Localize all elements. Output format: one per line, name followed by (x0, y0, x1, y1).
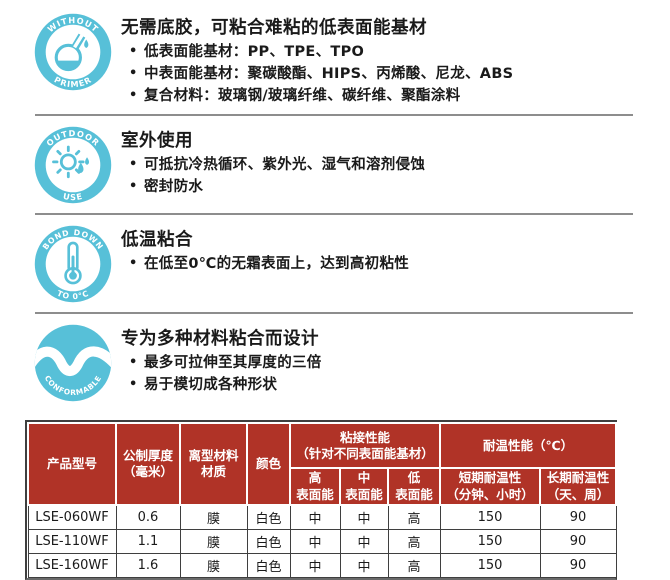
bullet-item: 在低至0℃的无霜表面上，达到高初粘性 (128, 254, 409, 276)
bullet-item: 最多可拉伸至其厚度的三倍 (128, 353, 322, 375)
feature-low-temp-bond: BOND DOWN TO 0°C 低温粘合 在低至0℃的无霜表面上，达到高初粘性 (34, 225, 634, 305)
bullet-item: 可抵抗冷热循环、紫外光、湿气和溶剂侵蚀 (128, 155, 425, 177)
wave-icon: CONFORMABLE (34, 325, 112, 402)
feature-bullet-list: 可抵抗冷热循环、紫外光、湿气和溶剂侵蚀 密封防水 (121, 155, 425, 199)
feature-text-block: 低温粘合 在低至0℃的无霜表面上，达到高初粘性 (121, 225, 409, 276)
outdoor-use-badge: OUTDOOR USE (34, 126, 112, 204)
badge-bottom-label: USE (62, 191, 83, 202)
cell-product-model: LSE-160WF (27, 552, 117, 578)
col-header-product: 产品型号 (27, 422, 117, 506)
cell-low-se: 高 (387, 504, 441, 530)
cell-color: 白色 (246, 528, 291, 554)
cell-low-se: 高 (387, 528, 441, 554)
cell-thickness: 1.1 (115, 528, 181, 554)
cell-short-temp: 150 (439, 552, 541, 578)
spec-table-container: 产品型号 公制厚度 （毫米） 离型材料 材质 颜色 粘接性能 （针对不同表面能基材） … (25, 420, 618, 580)
feature-text-block: 无需底胶，可粘合难粘的低表面能基材 低表面能基材：PP、TPE、TPO 中表面能… (121, 13, 513, 107)
cell-long-temp: 90 (539, 528, 617, 554)
feature-outdoor-use: OUTDOOR USE (34, 126, 634, 206)
feature-conformable: CONFORMABLE 专为多种材料粘合而设计 最多可拉伸至其厚度的三倍 易于模… (34, 324, 634, 404)
cell-mid-se: 中 (339, 552, 389, 578)
feature-heading: 室外使用 (121, 131, 193, 152)
feature-bullet-list: 最多可拉伸至其厚度的三倍 易于模切成各种形状 (121, 353, 322, 397)
feature-text-block: 专为多种材料粘合而设计 最多可拉伸至其厚度的三倍 易于模切成各种形状 (121, 324, 322, 397)
col-group-adhesion: 粘接性能 （针对不同表面能基材） (288, 422, 442, 470)
col-header-liner: 离型材料 材质 (179, 422, 248, 506)
cell-color: 白色 (246, 552, 291, 578)
cell-high-se: 中 (289, 528, 341, 554)
cell-color: 白色 (246, 504, 291, 530)
feature-text-block: 室外使用 可抵抗冷热循环、紫外光、湿气和溶剂侵蚀 密封防水 (121, 126, 425, 199)
section-divider (35, 213, 633, 216)
cell-liner: 膜 (179, 552, 248, 578)
col-header-short-term-temp: 短期耐温性 （分钟、小时） (439, 467, 542, 506)
cell-product-model: LSE-060WF (27, 504, 117, 530)
cell-thickness: 1.6 (115, 552, 181, 578)
bullet-item: 易于模切成各种形状 (128, 375, 322, 397)
feature-bullet-list: 在低至0℃的无霜表面上，达到高初粘性 (121, 254, 409, 276)
section-divider (35, 114, 633, 117)
cell-thickness: 0.6 (115, 504, 181, 530)
cell-mid-se: 中 (339, 504, 389, 530)
table-row: LSE-060WF 0.6 膜 白色 中 中 高 150 90 (27, 504, 617, 530)
feature-heading: 低温粘合 (121, 230, 193, 251)
col-header-high-surface-energy: 高表面能 (289, 467, 341, 506)
cell-short-temp: 150 (439, 504, 541, 530)
cell-low-se: 高 (387, 552, 441, 578)
cell-mid-se: 中 (339, 528, 389, 554)
conformable-badge: CONFORMABLE (34, 324, 112, 402)
flask-droplet-icon: WITHOUT PRIMER (34, 13, 112, 91)
cell-high-se: 中 (289, 504, 341, 530)
svg-text:USE: USE (62, 191, 83, 202)
cell-high-se: 中 (289, 552, 341, 578)
col-group-temperature: 耐温性能（℃） (439, 422, 618, 470)
col-header-color: 颜色 (246, 422, 291, 506)
table-row: LSE-110WF 1.1 膜 白色 中 中 高 150 90 (27, 528, 617, 554)
feature-list: WITHOUT PRIMER 无需底胶，可粘合难粘的低表面能基材 低表面能基材：… (0, 0, 670, 404)
thermometer-icon: BOND DOWN TO 0°C (34, 226, 112, 303)
bond-down-badge: BOND DOWN TO 0°C (34, 225, 112, 303)
cell-liner: 膜 (179, 528, 248, 554)
col-header-low-surface-energy: 低表面能 (386, 467, 442, 506)
bullet-item: 复合材料：玻璃钢/玻璃纤维、碳纤维、聚酯涂料 (128, 86, 513, 108)
badge-bottom-label: TO 0°C (56, 289, 90, 302)
bullet-item: 密封防水 (128, 177, 425, 199)
datasheet-page: WITHOUT PRIMER 无需底胶，可粘合难粘的低表面能基材 低表面能基材：… (0, 0, 670, 562)
feature-bullet-list: 低表面能基材：PP、TPE、TPO 中表面能基材：聚碳酸酯、HIPS、丙烯酸、尼… (121, 42, 513, 107)
feature-no-primer: WITHOUT PRIMER 无需底胶，可粘合难粘的低表面能基材 低表面能基材：… (34, 13, 634, 107)
cell-long-temp: 90 (539, 552, 617, 578)
col-header-mid-surface-energy: 中表面能 (339, 467, 389, 506)
svg-text:TO 0°C: TO 0°C (56, 289, 91, 302)
badge-bottom-label: PRIMER (53, 74, 93, 89)
section-divider (35, 312, 633, 315)
table-row: LSE-160WF 1.6 膜 白色 中 中 高 150 90 (27, 552, 617, 578)
feature-heading: 专为多种材料粘合而设计 (121, 329, 319, 350)
cell-long-temp: 90 (539, 504, 617, 530)
cell-short-temp: 150 (439, 528, 541, 554)
cell-liner: 膜 (179, 504, 248, 530)
col-header-long-term-temp: 长期耐温性 （天、周） (539, 467, 618, 506)
feature-heading: 无需底胶，可粘合难粘的低表面能基材 (121, 18, 427, 38)
sun-droplets-icon: OUTDOOR USE (34, 127, 112, 204)
without-primer-badge: WITHOUT PRIMER (34, 13, 112, 91)
cell-product-model: LSE-110WF (27, 528, 117, 554)
bullet-item: 低表面能基材：PP、TPE、TPO (128, 42, 513, 64)
svg-text:PRIMER: PRIMER (53, 74, 94, 89)
product-spec-table: 产品型号 公制厚度 （毫米） 离型材料 材质 颜色 粘接性能 （针对不同表面能基材） … (27, 422, 618, 578)
bullet-item: 中表面能基材：聚碳酸酯、HIPS、丙烯酸、尼龙、ABS (128, 64, 513, 86)
col-header-thickness: 公制厚度 （毫米） (115, 422, 181, 506)
